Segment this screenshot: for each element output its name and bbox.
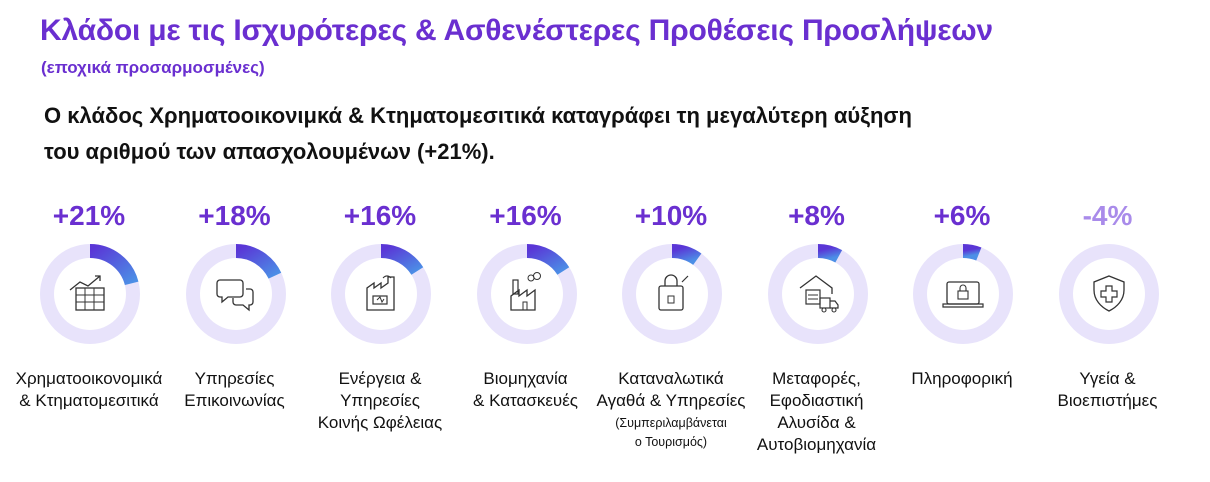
- chart-table-icon: [69, 275, 105, 311]
- data-label: +21%: [52, 200, 126, 231]
- page-subtitle: (εποχικά προσαρμοσμένες): [41, 58, 265, 77]
- category-label: Καταναλωτικά Αγαθά & Υπηρεσίες: [576, 368, 766, 412]
- donut-arc: [235, 244, 281, 280]
- sector-item: -4% Υγεία & Βιοεπιστήμες: [1023, 200, 1193, 480]
- category-label: Βιομηχανία & Κατασκευές: [431, 368, 621, 412]
- category-label-line: Ενέργεια &: [338, 369, 422, 388]
- category-label: Μεταφορές, Εφοδιαστική Αλυσίδα & Αυτοβιομηχ…: [722, 368, 912, 456]
- energy-battery-icon: [366, 275, 395, 311]
- factory-icon: [509, 272, 541, 311]
- donut-arc: [526, 244, 569, 276]
- category-label-line: Μεταφορές,: [772, 369, 861, 388]
- headline-line-2: του αριθμού των απασχολουμένων (+21%).: [44, 139, 495, 164]
- headline-line-1: Ο κλάδος Χρηματοοικονιμκά & Κτηματομεσιτ…: [44, 103, 912, 128]
- category-label: Χρηματοοικονομικά & Κτηματομεσιτικά: [0, 368, 184, 412]
- category-label-line: & Κατασκευές: [473, 391, 578, 410]
- sector-item: +6% Πληροφορική: [877, 200, 1047, 480]
- category-label-line: Υπηρεσίες: [340, 391, 420, 410]
- donut-arc: [817, 244, 842, 263]
- category-label-line: Επικοινωνίας: [184, 391, 285, 410]
- category-label-line: Εφοδιαστική: [769, 391, 864, 410]
- category-label-line: & Κτηματομεσιτικά: [19, 391, 159, 410]
- donut-hole: [927, 258, 999, 330]
- sector-item: +18% Υπηρεσίες Επικοινωνίας: [150, 200, 320, 480]
- donut-hole: [636, 258, 708, 330]
- sector-item: +21% Χρηματοοικονομικά & Κτηματομεσιτικά: [4, 200, 174, 480]
- donut-chart: [40, 244, 140, 344]
- category-label: Υγεία & Βιοεπιστήμες: [1013, 368, 1203, 412]
- data-label: +10%: [634, 200, 708, 231]
- donut-chart: [767, 244, 868, 344]
- donut-arc: [962, 244, 982, 261]
- data-label: +6%: [933, 200, 991, 231]
- donut-hole: [345, 258, 417, 330]
- category-label-line: Κοινής Ωφέλειας: [317, 413, 443, 432]
- category-label-line: Βιοεπιστήμες: [1057, 391, 1158, 410]
- donut-chart: [1058, 244, 1159, 344]
- category-label-line: Καταναλωτικά: [618, 369, 724, 388]
- data-label: +16%: [489, 200, 562, 231]
- donut-hole: [781, 258, 854, 330]
- donut-chart: [913, 244, 1013, 344]
- category-label-line: Χρηματοοικονομικά: [15, 369, 163, 388]
- donut-hole: [1072, 258, 1145, 330]
- donut-chart: [185, 244, 286, 344]
- health-shield-icon: [1092, 275, 1125, 312]
- sector-item: +8% Μεταφορές, Εφοδιαστική Αλυσίδα & Αυτοβιο…: [732, 200, 902, 480]
- headline: Ο κλάδος Χρηματοοικονιμκά & Κτηματομεσιτ…: [44, 98, 1104, 170]
- category-note-line: ο Τουρισμός): [634, 435, 708, 449]
- donut-arc: [380, 244, 424, 276]
- data-label: -4%: [1082, 200, 1133, 231]
- category-label-line: Αλυσίδα &: [777, 413, 856, 432]
- shopping-bag-icon: [658, 274, 689, 311]
- data-label: +18%: [198, 200, 271, 231]
- category-label-line: Βιομηχανία: [483, 369, 568, 388]
- donut-arc: [89, 244, 139, 286]
- chat-bubbles-icon: [215, 279, 254, 312]
- category-note-line: (Συμπεριλαμβάνεται: [615, 416, 727, 430]
- laptop-lock-icon: [942, 281, 984, 308]
- category-label: Πληροφορική: [867, 368, 1057, 390]
- warehouse-truck-icon: [799, 275, 839, 313]
- category-label-line: Αγαθά & Υπηρεσίες: [596, 391, 746, 410]
- category-label-line: Πληροφορική: [911, 369, 1013, 388]
- donut-hole: [199, 258, 272, 330]
- category-label: Υπηρεσίες Επικοινωνίας: [140, 368, 330, 412]
- category-label: Ενέργεια & Υπηρεσίες Κοινής Ωφέλειας: [285, 368, 475, 434]
- data-label: +16%: [343, 200, 417, 231]
- donut-arc: [671, 244, 702, 266]
- category-label-line: Υπηρεσίες: [194, 369, 275, 388]
- category-note: (Συμπεριλαμβάνεται ο Τουρισμός): [576, 414, 766, 452]
- donut-chart: [331, 244, 431, 344]
- page-title: Κλάδοι με τις Ισχυρότερες & Ασθενέστερες…: [40, 14, 993, 47]
- sector-item: +10% Καταναλωτικά Αγαθά & Υπηρεσίες (Συμπερ…: [586, 200, 756, 480]
- data-label: +8%: [788, 200, 845, 231]
- category-label-line: Υγεία &: [1079, 369, 1136, 388]
- sector-item: +16% Ενέργεια & Υπηρεσίες Κοινής Ωφέλειας: [295, 200, 465, 480]
- donut-hole: [54, 258, 126, 330]
- category-label-line: Αυτοβιομηχανία: [756, 435, 877, 454]
- donut-chart: [476, 244, 577, 344]
- sector-item: +16% Βιομηχανία & Κατασκευές: [441, 200, 611, 480]
- donut-chart: [622, 244, 722, 344]
